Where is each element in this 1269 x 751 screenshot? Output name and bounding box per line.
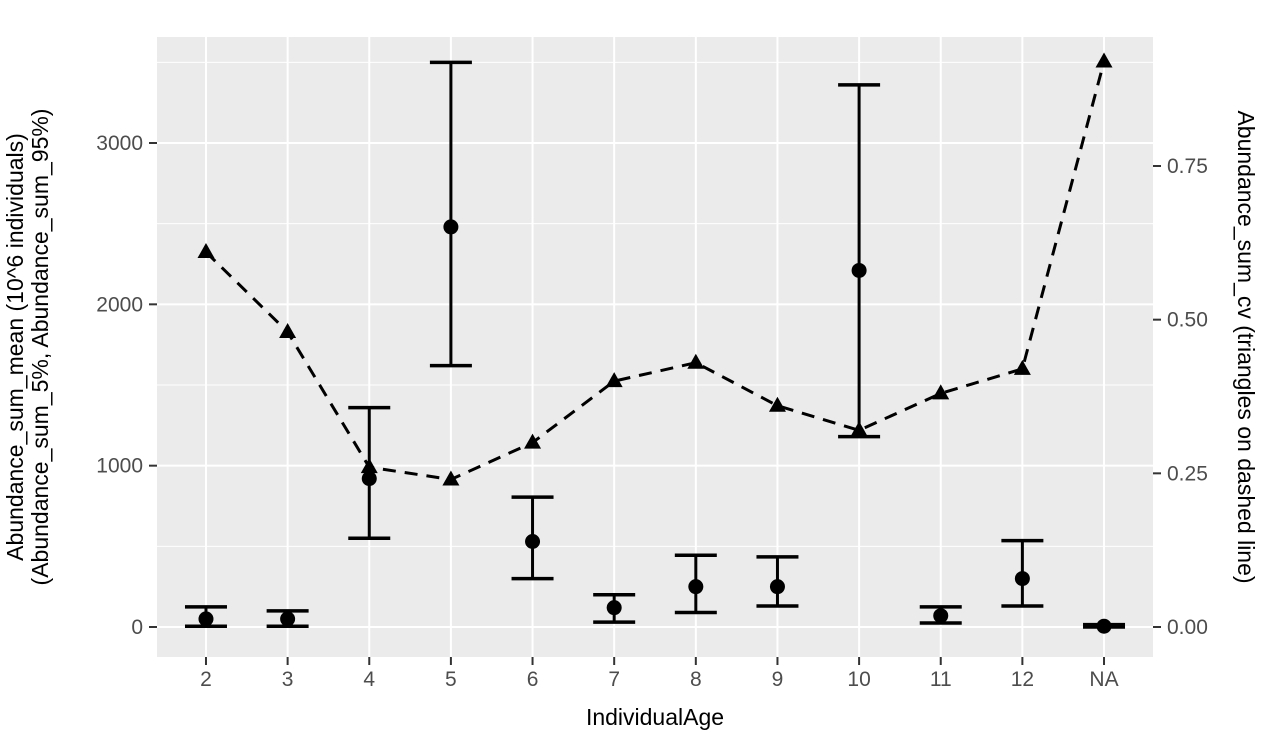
x-axis-tick-label: 7 bbox=[608, 668, 620, 691]
x-axis-tick-label: 11 bbox=[930, 668, 952, 691]
x-axis-tick-label: 9 bbox=[772, 668, 784, 691]
mean-point bbox=[769, 579, 785, 595]
right-axis-tick-label: 0.50 bbox=[1167, 309, 1208, 332]
x-axis-title: IndividualAge bbox=[586, 704, 724, 730]
mean-point bbox=[851, 262, 867, 278]
mean-point bbox=[1014, 571, 1030, 587]
cv-triangle bbox=[1013, 359, 1031, 375]
right-axis-tick-label: 0.75 bbox=[1167, 155, 1208, 178]
left-axis-title-line2: (Abundance_sum_5%, Abundance_sum_95%) bbox=[27, 109, 53, 586]
right-axis-title: Abundance_sum_cv (triangles on dashed li… bbox=[1233, 110, 1259, 583]
cv-triangle bbox=[442, 470, 460, 486]
cv-triangle bbox=[850, 421, 868, 437]
left-axis-tick-label: 1000 bbox=[96, 455, 143, 478]
mean-point bbox=[933, 608, 949, 624]
mean-point bbox=[361, 471, 377, 487]
mean-point bbox=[525, 533, 541, 549]
x-axis-tick-label: 10 bbox=[847, 668, 870, 691]
mean-point bbox=[1096, 618, 1112, 634]
cv-triangle bbox=[360, 458, 378, 474]
x-axis-tick-label: 8 bbox=[690, 668, 702, 691]
x-axis-tick-label: 2 bbox=[200, 668, 212, 691]
cv-triangle bbox=[1095, 52, 1113, 68]
plot-panel bbox=[157, 37, 1153, 657]
left-axis-tick-label: 0 bbox=[131, 616, 143, 639]
right-axis-tick-label: 0.25 bbox=[1167, 462, 1208, 485]
x-axis-tick-label: 5 bbox=[445, 668, 457, 691]
mean-point bbox=[280, 611, 296, 627]
left-axis-title-line1: Abundance_sum_mean (10^6 individuals) bbox=[2, 133, 28, 561]
mean-point bbox=[443, 219, 459, 235]
cv-triangle bbox=[524, 433, 542, 449]
cv-triangle bbox=[605, 372, 623, 388]
cv-triangle bbox=[932, 384, 950, 400]
x-axis-tick-label: 6 bbox=[527, 668, 539, 691]
chart-layers: 0 1000 2000 3000 0.00 0.25 0.50 0.75 2 3 4 5 6 7 8 9 10 1… bbox=[96, 37, 1208, 691]
cv-triangle bbox=[687, 353, 705, 369]
cv-triangle bbox=[197, 243, 215, 259]
mean-point bbox=[688, 579, 704, 595]
cv-triangle bbox=[768, 396, 786, 412]
x-axis-tick-label: 4 bbox=[363, 668, 375, 691]
x-axis-tick-label: 12 bbox=[1011, 668, 1034, 691]
mean-point bbox=[198, 611, 214, 627]
cv-triangle bbox=[279, 322, 297, 338]
left-axis-tick-label: 2000 bbox=[96, 293, 143, 316]
left-axis-tick-label: 3000 bbox=[96, 132, 143, 155]
x-axis-tick-label: NA bbox=[1089, 668, 1118, 691]
right-axis-tick-label: 0.00 bbox=[1167, 616, 1208, 639]
cv-dashed-line bbox=[204, 61, 1106, 482]
mean-point bbox=[606, 600, 622, 616]
x-axis-tick-label: 3 bbox=[282, 668, 294, 691]
